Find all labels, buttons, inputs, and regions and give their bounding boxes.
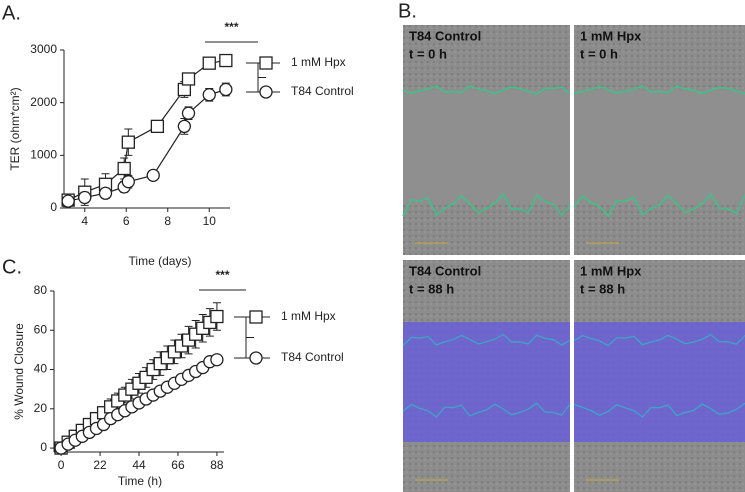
data-point xyxy=(177,119,192,134)
wound-edge xyxy=(402,402,571,418)
data-point xyxy=(150,119,165,134)
legend-label: 1 mM Hpx xyxy=(291,55,346,69)
data-point xyxy=(202,56,216,70)
data-point xyxy=(219,82,233,97)
wound-edge xyxy=(573,333,745,347)
panel-label: C. xyxy=(2,256,22,278)
data-point xyxy=(202,88,216,102)
wound-gap xyxy=(574,90,745,205)
y-tick-label: 80 xyxy=(34,283,48,297)
wound-edge xyxy=(573,402,745,418)
y-tick-label: 1000 xyxy=(30,148,57,162)
y-tick-label: 20 xyxy=(34,401,48,415)
series-line xyxy=(68,88,227,202)
wound-edge xyxy=(573,192,745,218)
image-time: t = 88 h xyxy=(580,281,625,296)
image-time: t = 88 h xyxy=(409,281,454,296)
legend-marker xyxy=(259,56,273,70)
x-tick-label: 44 xyxy=(132,458,146,472)
data-point xyxy=(146,168,160,182)
image-label: 1 mM Hpx xyxy=(580,28,642,43)
data-point xyxy=(98,186,113,200)
image-time: t = 0 h xyxy=(409,46,447,61)
closure-area xyxy=(403,322,570,442)
bracket xyxy=(246,62,266,93)
x-tick-label: 88 xyxy=(210,458,224,472)
wound-edge xyxy=(573,85,745,95)
wound-edge xyxy=(402,85,571,95)
data-point xyxy=(181,72,196,86)
x-tick-label: 4 xyxy=(81,214,88,228)
x-axis-label: Time (days) xyxy=(129,254,192,268)
image-label: 1 mM Hpx xyxy=(580,263,642,278)
legend-label: T84 Control xyxy=(281,350,344,364)
legend-marker xyxy=(249,351,263,365)
series-line xyxy=(67,59,226,201)
image-time: t = 0 h xyxy=(580,46,618,61)
significance: *** xyxy=(224,20,238,34)
significance: *** xyxy=(215,268,229,282)
y-tick-label: 2000 xyxy=(30,95,57,109)
data-point xyxy=(210,309,224,324)
legend-label: T84 Control xyxy=(291,84,354,98)
data-point xyxy=(121,175,135,189)
legend-marker xyxy=(259,85,273,99)
wound-edge xyxy=(402,193,571,217)
x-tick-label: 22 xyxy=(93,458,107,472)
image-label: T84 Control xyxy=(409,28,481,43)
y-axis-label: TER (ohm*cm²) xyxy=(8,87,22,170)
y-tick-label: 0 xyxy=(40,440,47,454)
x-tick-label: 0 xyxy=(58,458,65,472)
data-point xyxy=(121,135,135,149)
panel-label: B. xyxy=(398,0,417,22)
data-point xyxy=(117,161,131,176)
y-tick-label: 40 xyxy=(34,362,48,376)
data-point xyxy=(210,353,224,367)
y-axis-label: % Wound Closure xyxy=(12,323,26,420)
x-tick-label: 6 xyxy=(123,214,130,228)
panel-label: A. xyxy=(2,2,21,24)
x-tick-label: 10 xyxy=(203,214,217,228)
x-tick-label: 66 xyxy=(171,458,185,472)
y-tick-label: 0 xyxy=(50,200,57,214)
y-tick-label: 3000 xyxy=(30,42,57,56)
x-axis-label: Time (h) xyxy=(118,474,162,488)
bracket xyxy=(234,316,254,359)
x-tick-label: 8 xyxy=(164,214,171,228)
data-point xyxy=(61,194,75,208)
wound-edge xyxy=(402,333,571,346)
wound-gap xyxy=(403,90,570,205)
image-label: T84 Control xyxy=(409,263,481,278)
legend-label: 1 mM Hpx xyxy=(281,309,336,323)
data-point xyxy=(181,106,196,120)
data-point xyxy=(78,190,92,205)
data-point xyxy=(219,53,233,68)
y-tick-label: 60 xyxy=(34,322,48,336)
legend-marker xyxy=(249,310,263,324)
